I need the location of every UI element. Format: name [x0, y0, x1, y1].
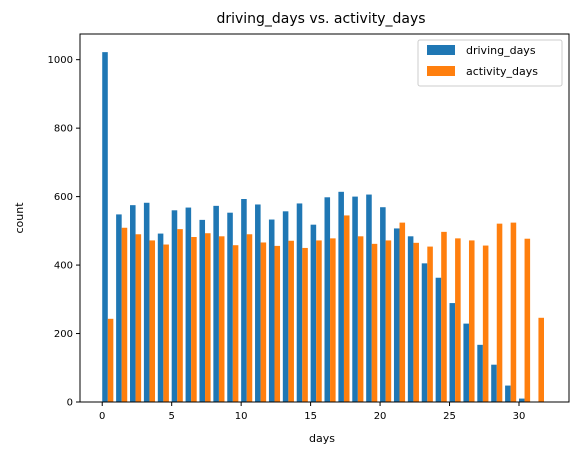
- bar-driving-days-8: [213, 205, 219, 402]
- x-tick-label-5: 5: [169, 411, 175, 422]
- x-tick-label-20: 20: [374, 411, 387, 422]
- bar-activity-days-20: [385, 240, 392, 402]
- bar-driving-days-29: [505, 385, 511, 402]
- legend: driving_days activity_days: [417, 39, 563, 87]
- bar-driving-days-4: [157, 233, 164, 402]
- bar-activity-days-7: [205, 233, 211, 402]
- bar-activity-days-21: [399, 222, 406, 402]
- bar-driving-days-22: [407, 236, 414, 402]
- bar-activity-days-2: [135, 234, 142, 402]
- y-tick-label-0: 0: [67, 398, 73, 409]
- bar-activity-days-29: [510, 222, 517, 402]
- y-tick-label-800: 800: [54, 124, 73, 135]
- bar-activity-days-0: [107, 318, 114, 402]
- bar-activity-days-23: [427, 246, 433, 402]
- bar-activity-days-24: [441, 231, 447, 402]
- bar-activity-days-9: [232, 245, 239, 402]
- bar-driving-days-27: [477, 344, 483, 402]
- bar-activity-days-26: [468, 240, 475, 402]
- bar-driving-days-15: [310, 224, 317, 402]
- x-axis-ticks: 0 5 10 15 20 25 30: [99, 402, 525, 422]
- bar-activity-days-27: [482, 245, 489, 402]
- bar-driving-days-25: [449, 303, 456, 402]
- plot-frame: [79, 33, 570, 403]
- x-tick-label-10: 10: [235, 411, 248, 422]
- bar-activity-days-15: [316, 240, 322, 402]
- bar-driving-days-3: [143, 202, 150, 402]
- x-tick-label-0: 0: [99, 411, 105, 422]
- bar-driving-days-23: [421, 263, 428, 402]
- bar-activity-days-18: [357, 236, 364, 402]
- legend-swatch-activity-days: [427, 66, 455, 76]
- bar-activity-days-1: [121, 227, 128, 402]
- chart-title: driving_days vs. activity_days: [216, 11, 425, 27]
- bar-driving-days-20: [380, 207, 386, 402]
- bar-driving-days-10: [241, 199, 247, 402]
- x-axis-label: days: [309, 432, 335, 445]
- x-tick-label-25: 25: [443, 411, 456, 422]
- legend-swatch-driving-days: [427, 45, 455, 55]
- bar-activity-days-25: [455, 238, 461, 402]
- bar-activity-days-12: [274, 245, 281, 402]
- bar-activity-days-4: [163, 244, 169, 402]
- bar-driving-days-18: [352, 196, 358, 402]
- bar-driving-days-0: [102, 52, 108, 402]
- y-axis-label: count: [13, 202, 26, 234]
- bar-activity-days-16: [330, 238, 336, 402]
- bars-group: [102, 52, 544, 402]
- bar-driving-days-1: [116, 214, 122, 402]
- bar-driving-days-9: [227, 212, 233, 402]
- bar-driving-days-11: [255, 204, 261, 402]
- bar-driving-days-6: [185, 207, 192, 402]
- bar-activity-days-30: [524, 238, 531, 402]
- bar-activity-days-28: [496, 223, 503, 402]
- legend-label-activity-days: activity_days: [466, 65, 538, 78]
- bar-driving-days-7: [199, 219, 206, 402]
- y-tick-label-600: 600: [54, 192, 73, 203]
- bar-driving-days-13: [282, 211, 289, 402]
- bar-driving-days-14: [296, 203, 303, 402]
- bar-driving-days-12: [268, 219, 275, 402]
- bar-driving-days-26: [463, 323, 469, 402]
- bar-activity-days-22: [413, 242, 419, 402]
- bar-activity-days-13: [288, 240, 294, 402]
- bar-activity-days-8: [218, 236, 225, 402]
- bar-activity-days-31: [538, 317, 544, 402]
- bar-activity-days-6: [191, 237, 197, 402]
- bar-driving-days-16: [324, 197, 331, 402]
- bar-driving-days-2: [130, 205, 136, 402]
- bar-driving-days-28: [491, 364, 497, 402]
- bar-driving-days-21: [393, 228, 400, 402]
- legend-label-driving-days: driving_days: [466, 44, 536, 57]
- bar-driving-days-17: [338, 191, 344, 402]
- y-tick-label-1000: 1000: [48, 55, 73, 66]
- bar-driving-days-30: [518, 398, 525, 402]
- y-tick-label-200: 200: [54, 329, 73, 340]
- bar-activity-days-17: [343, 215, 350, 402]
- y-axis-ticks: 0 200 400 600 800 1000: [48, 55, 80, 409]
- bar-activity-days-3: [149, 240, 156, 402]
- y-tick-label-400: 400: [54, 261, 73, 272]
- bar-driving-days-5: [171, 210, 178, 402]
- bar-driving-days-19: [366, 194, 372, 402]
- bar-activity-days-11: [260, 242, 267, 402]
- x-tick-label-15: 15: [304, 411, 317, 422]
- bar-activity-days-14: [302, 247, 308, 402]
- bar-activity-days-10: [246, 234, 253, 402]
- bar-driving-days-24: [435, 277, 442, 402]
- x-tick-label-30: 30: [513, 411, 526, 422]
- bar-activity-days-5: [177, 229, 183, 402]
- bar-activity-days-19: [371, 243, 378, 402]
